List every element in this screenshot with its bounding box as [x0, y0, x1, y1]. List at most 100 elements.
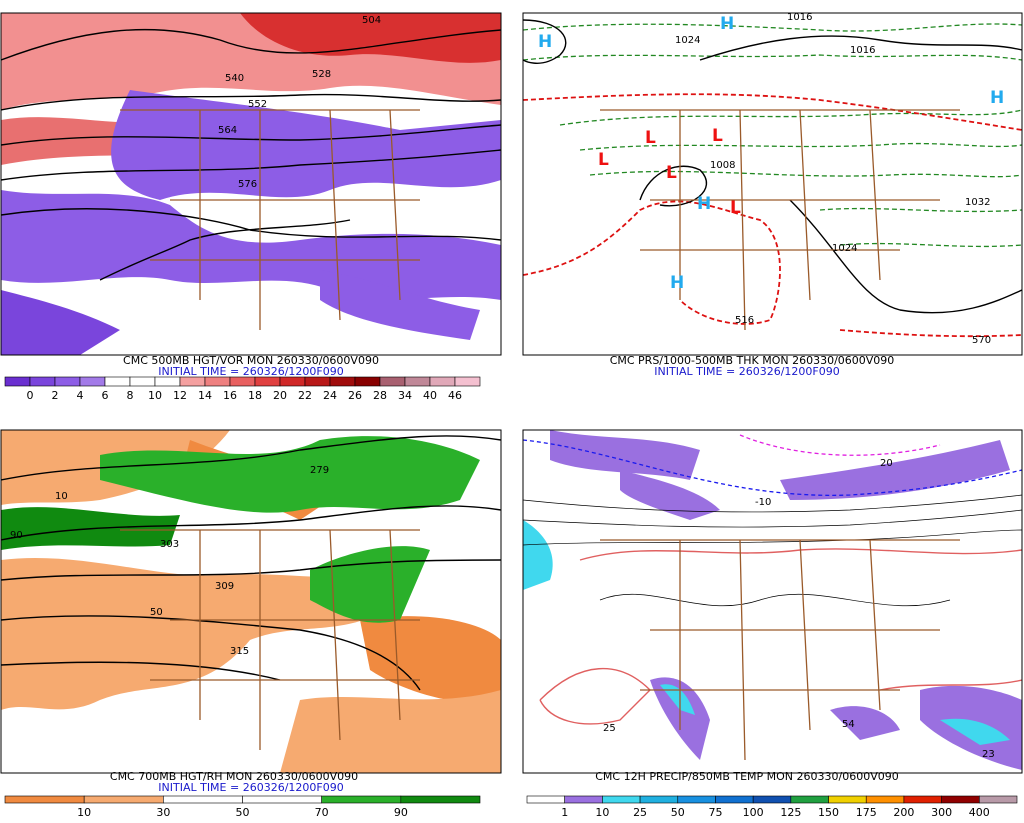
colorbar-swatch: [29, 376, 56, 387]
colorbar-swatch: [865, 795, 905, 804]
colorbar-label: 16: [223, 389, 237, 402]
colorbar-swatch: [254, 376, 281, 387]
contour-label: 516: [735, 315, 754, 326]
colorbar-label: 10: [595, 806, 609, 819]
colorbar-swatch: [179, 376, 206, 387]
colorbar-label: 26: [348, 389, 362, 402]
map-500mb: [1, 13, 501, 355]
colorbar-swatch: [454, 376, 481, 387]
colorbar-swatch: [379, 376, 406, 387]
contour-label: 552: [248, 99, 267, 110]
panel-frame: [522, 12, 1023, 356]
colorbar-label: 12: [173, 389, 187, 402]
colorbar-label: 50: [671, 806, 685, 819]
colorbar-label: 4: [77, 389, 84, 402]
contour-label: 303: [160, 539, 179, 550]
colorbar-label: 6: [102, 389, 109, 402]
colorbar-swatch: [903, 795, 942, 804]
colorbar-swatch: [639, 795, 679, 804]
colorbar-swatch: [979, 795, 1018, 804]
low-marker: L: [666, 163, 677, 183]
initial-time: INITIAL TIME = 260326/1200F090: [158, 781, 343, 794]
colorbar-label: 150: [818, 806, 839, 819]
colorbar-swatch: [429, 376, 456, 387]
colorbar-swatch: [404, 376, 431, 387]
colorbar-swatch: [4, 795, 85, 804]
colorbar-swatch: [104, 376, 131, 387]
colorbar-swatch: [602, 795, 641, 804]
colorbar-label: 400: [969, 806, 990, 819]
contour-label: 564: [218, 125, 237, 136]
colorbar-swatch: [321, 795, 402, 804]
contour-label: 309: [215, 581, 234, 592]
map-700mb: [1, 430, 501, 773]
colorbar-label: 100: [743, 806, 764, 819]
colorbar-label: 125: [780, 806, 801, 819]
colorbar-label: 20: [273, 389, 287, 402]
colorbar-label: 200: [893, 806, 914, 819]
colorbar-swatch: [163, 795, 243, 804]
high-marker: H: [720, 14, 734, 34]
map-pressure: [523, 13, 1022, 355]
colorbar-swatch: [4, 376, 31, 387]
contour-label: 54: [842, 719, 855, 730]
contour-label: 570: [972, 335, 991, 346]
colorbar-swatch: [304, 376, 331, 387]
colorbar-label: 28: [373, 389, 387, 402]
panel-frame: [522, 429, 1023, 774]
colorbar-label: 25: [633, 806, 647, 819]
colorbar-label: 22: [298, 389, 312, 402]
colorbar-swatch: [242, 795, 322, 804]
caption: CMC PRS/1000-500MB THK MON 260330/0600V0…: [610, 354, 895, 367]
contour-label: 1032: [965, 197, 990, 208]
low-marker: L: [712, 126, 723, 146]
colorbar-label: 1: [561, 806, 568, 819]
contour-label: -10: [755, 497, 771, 508]
colorbar: 1 10 25 50 75 100 125 150 175 200 300 400: [526, 795, 1018, 819]
colorbar-label: 8: [127, 389, 134, 402]
contour-label: 23: [982, 749, 995, 760]
initial-time: INITIAL TIME = 260326/1200F090: [654, 365, 839, 378]
panel-frame: [0, 429, 502, 774]
caption: CMC 12H PRECIP/850MB TEMP MON 260330/060…: [595, 770, 899, 783]
contour-label: 279: [310, 465, 329, 476]
contour-label: 528: [312, 69, 331, 80]
colorbar-label: 18: [248, 389, 262, 402]
colorbar-label: 90: [394, 806, 408, 819]
contour-label: 576: [238, 179, 257, 190]
colorbar: 0 2 4 6 8 10 12 14 16 18 20 22 24 26 28 34 40 46: [4, 376, 481, 402]
colorbar-swatch: [715, 795, 754, 804]
low-marker: L: [730, 198, 741, 218]
contour-label: 1016: [787, 12, 812, 23]
panel-frame: [0, 12, 502, 356]
colorbar-swatch: [54, 376, 81, 387]
colorbar-swatch: [129, 376, 156, 387]
contour-label: 1024: [675, 35, 700, 46]
colorbar-swatch: [354, 376, 381, 387]
colorbar-label: 300: [931, 806, 952, 819]
colorbar-swatch: [279, 376, 306, 387]
contour-label: 25: [603, 723, 616, 734]
colorbar-label: 75: [708, 806, 722, 819]
high-marker: H: [538, 32, 552, 52]
colorbar-label: 10: [77, 806, 91, 819]
caption: CMC 500MB HGT/VOR MON 260330/0600V090: [123, 354, 379, 367]
colorbar-swatch: [564, 795, 603, 804]
contour-label: 50: [150, 607, 163, 618]
colorbar-label: 70: [315, 806, 329, 819]
contour-label: 10: [55, 491, 68, 502]
colorbar-swatch: [941, 795, 980, 804]
colorbar-label: 30: [156, 806, 170, 819]
contour-label: 90: [10, 530, 23, 541]
colorbar: 10 30 50 70 90: [4, 795, 481, 819]
high-marker: H: [697, 194, 711, 214]
colorbar-label: 50: [236, 806, 250, 819]
colorbar-label: 24: [323, 389, 337, 402]
contour-label: 315: [230, 646, 249, 657]
colorbar-label: 175: [856, 806, 877, 819]
low-marker: L: [645, 128, 656, 148]
colorbar-label: 14: [198, 389, 212, 402]
colorbar-swatch: [790, 795, 829, 804]
